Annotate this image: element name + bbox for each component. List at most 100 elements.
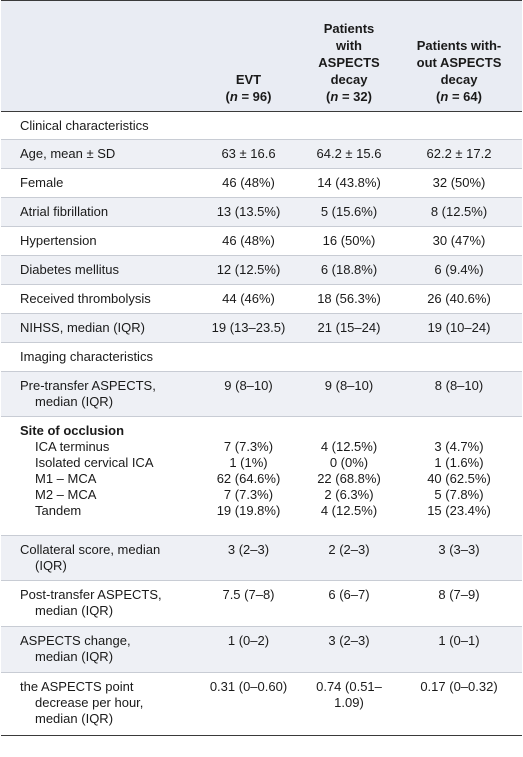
row-label-line3: median (IQR)	[35, 711, 114, 726]
cell-evt: 12 (12.5%)	[216, 262, 281, 277]
row-label: Collateral score, median (IQR)	[20, 542, 195, 574]
cell-evt: 46 (48%)	[222, 175, 275, 190]
row-label: Age, mean ± SD	[20, 146, 116, 161]
n-suffix: = 32)	[338, 89, 372, 104]
table-row: Post-transfer ASPECTS, median (IQR) 7.5 …	[1, 581, 522, 627]
header-decay-line2: with	[336, 38, 362, 53]
table-row: Received thrombolysis 44 (46%) 18 (56.3%…	[1, 285, 522, 314]
cell-decay: 64.2 ± 15.6	[316, 146, 382, 161]
header-decay-n: (n = 32)	[301, 88, 397, 105]
cell-nodecay: 1 (0–1)	[438, 633, 480, 648]
site-item-label: ICA terminus	[35, 439, 110, 454]
row-label-line2: median (IQR)	[35, 394, 114, 409]
row-label: Atrial fibrillation	[20, 204, 109, 219]
cell-evt: 7 (7.3%)	[223, 439, 274, 454]
cell-decay-line2: 1.09)	[334, 695, 364, 710]
section-clinical-label: Clinical characteristics	[20, 118, 149, 133]
section-imaging-label: Imaging characteristics	[20, 349, 153, 364]
table-row: ASPECTS change, median (IQR) 1 (0–2) 3 (…	[1, 627, 522, 673]
table-header: EVT (n = 96) Patients with ASPECTS decay…	[1, 0, 522, 112]
cell-decay: 16 (50%)	[322, 233, 376, 248]
cell-decay: 0.74 (0.51– 1.09)	[301, 679, 397, 711]
data-table: EVT (n = 96) Patients with ASPECTS decay…	[1, 0, 522, 736]
header-decay-line3: ASPECTS	[318, 55, 380, 70]
site-item-label: M1 – MCA	[35, 471, 97, 486]
row-label: the ASPECTS point decrease per hour, med…	[20, 679, 195, 727]
site-item-label: M2 – MCA	[35, 487, 97, 502]
table-row: NIHSS, median (IQR) 19 (13–23.5) 21 (15–…	[1, 314, 522, 343]
table-row: Diabetes mellitus 12 (12.5%) 6 (18.8%) 6…	[1, 256, 522, 285]
row-label-line1: Collateral score, median	[20, 542, 161, 557]
site-item-label: Isolated cervical ICA	[35, 455, 154, 470]
cell-nodecay: 1 (1.6%)	[434, 455, 484, 470]
table-row: Atrial fibrillation 13 (13.5%) 5 (15.6%)…	[1, 198, 522, 227]
table-row: Female 46 (48%) 14 (43.8%) 32 (50%)	[1, 169, 522, 198]
cell-decay: 6 (18.8%)	[320, 262, 378, 277]
header-evt-n: (n = 96)	[201, 88, 296, 105]
header-decay: Patients with ASPECTS decay (n = 32)	[301, 20, 397, 105]
cell-decay: 21 (15–24)	[317, 320, 381, 335]
cell-evt: 1 (0–2)	[227, 633, 270, 648]
row-label: Hypertension	[20, 233, 97, 248]
n-suffix: = 64)	[448, 89, 482, 104]
section-imaging: Imaging characteristics	[1, 343, 522, 372]
cell-decay: 3 (2–3)	[328, 633, 370, 648]
row-label-line2: (IQR)	[35, 558, 67, 573]
cell-nodecay: 8 (12.5%)	[430, 204, 488, 219]
table-row: Pre-transfer ASPECTS, median (IQR) 9 (8–…	[1, 372, 522, 417]
cell-decay: 14 (43.8%)	[317, 175, 381, 190]
n-prefix: (	[326, 89, 331, 104]
cell-evt: 13 (13.5%)	[216, 204, 281, 219]
cell-decay: 0 (0%)	[329, 455, 369, 470]
row-label: Pre-transfer ASPECTS, median (IQR)	[20, 378, 195, 410]
row-label: Received thrombolysis	[20, 291, 151, 306]
cell-evt: 7 (7.3%)	[223, 487, 274, 502]
cell-nodecay: 3 (3–3)	[438, 542, 480, 557]
n-italic: n	[330, 89, 339, 104]
table-row: Age, mean ± SD 63 ± 16.6 64.2 ± 15.6 62.…	[1, 140, 522, 169]
cell-nodecay: 8 (8–10)	[434, 378, 484, 393]
cell-nodecay: 6 (9.4%)	[434, 262, 484, 277]
row-label: Diabetes mellitus	[20, 262, 119, 277]
cell-nodecay: 40 (62.5%)	[427, 471, 491, 486]
table-row: Collateral score, median (IQR) 3 (2–3) 2…	[1, 536, 522, 581]
n-italic: n	[229, 89, 238, 104]
list-item: ICA terminus 7 (7.3%) 4 (12.5%) 3 (4.7%)	[1, 439, 522, 455]
site-items: ICA terminus 7 (7.3%) 4 (12.5%) 3 (4.7%)…	[1, 439, 522, 519]
cell-nodecay: 26 (40.6%)	[427, 291, 491, 306]
cell-nodecay: 0.17 (0–0.32)	[420, 679, 498, 694]
site-title: Site of occlusion	[20, 423, 125, 438]
header-nodecay-line2: out ASPECTS	[416, 55, 502, 70]
row-label-line1: Pre-transfer ASPECTS,	[20, 378, 156, 393]
cell-decay: 22 (68.8%)	[317, 471, 381, 486]
cell-decay: 4 (12.5%)	[320, 439, 378, 454]
section-clinical: Clinical characteristics	[1, 112, 522, 140]
header-evt: EVT (n = 96)	[201, 71, 296, 105]
cell-evt: 1 (1%)	[229, 455, 268, 470]
table-row: the ASPECTS point decrease per hour, med…	[1, 673, 522, 736]
cell-decay: 4 (12.5%)	[320, 503, 378, 518]
n-italic: n	[440, 89, 449, 104]
row-label: Post-transfer ASPECTS, median (IQR)	[20, 587, 195, 619]
cell-nodecay: 5 (7.8%)	[434, 487, 484, 502]
cell-decay: 2 (2–3)	[328, 542, 370, 557]
cell-decay: 5 (15.6%)	[320, 204, 378, 219]
n-suffix: = 96)	[237, 89, 272, 104]
row-label: Female	[20, 175, 64, 190]
header-nodecay-line3: decay	[440, 72, 478, 87]
cell-evt: 44 (46%)	[222, 291, 275, 306]
n-prefix: (	[225, 89, 230, 104]
list-item: M2 – MCA 7 (7.3%) 2 (6.3%) 5 (7.8%)	[1, 487, 522, 503]
row-label-line2: decrease per hour,	[35, 695, 144, 710]
header-decay-line4: decay	[330, 72, 368, 87]
cell-nodecay: 32 (50%)	[432, 175, 486, 190]
cell-nodecay: 30 (47%)	[432, 233, 486, 248]
site-item-label: Tandem	[35, 503, 82, 518]
list-item: Tandem 19 (19.8%) 4 (12.5%) 15 (23.4%)	[1, 503, 522, 519]
header-evt-title: EVT	[235, 72, 262, 87]
cell-decay: 6 (6–7)	[328, 587, 370, 602]
row-label-line1: Post-transfer ASPECTS,	[20, 587, 162, 602]
header-nodecay-n: (n = 64)	[403, 88, 515, 105]
cell-evt: 7.5 (7–8)	[222, 587, 275, 602]
list-item: Isolated cervical ICA 1 (1%) 0 (0%) 1 (1…	[1, 455, 522, 471]
